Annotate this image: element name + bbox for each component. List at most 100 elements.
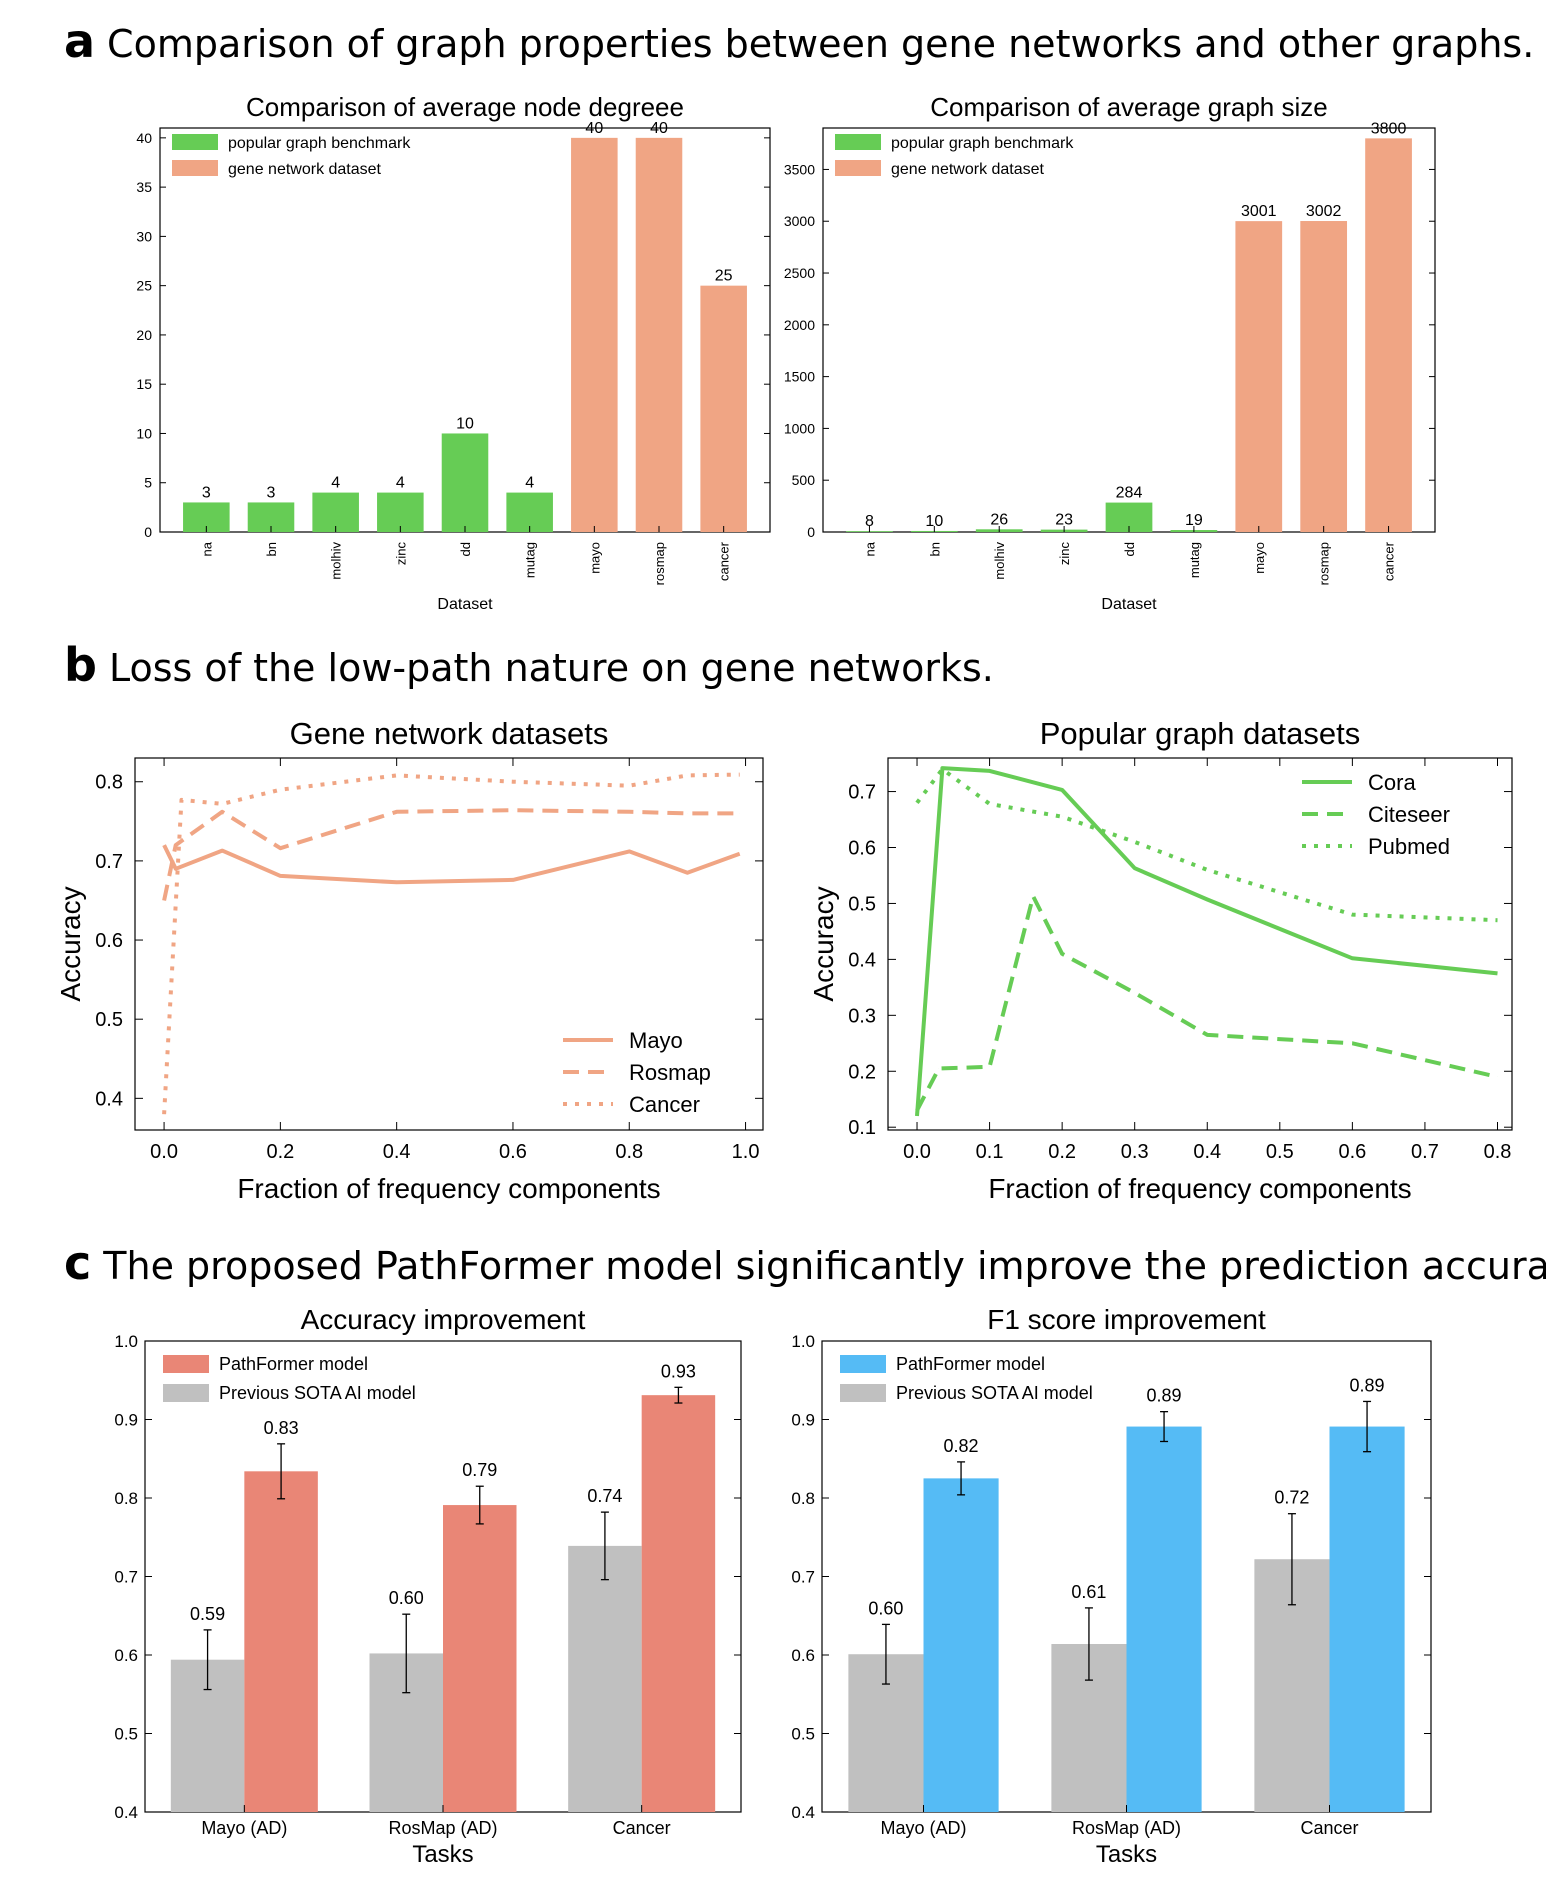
bar-cancer bbox=[1365, 138, 1412, 532]
y-tick-label: 0.8 bbox=[791, 1489, 815, 1508]
legend-label: popular graph benchmark bbox=[228, 135, 411, 152]
bar-value-label: 4 bbox=[525, 475, 534, 492]
y-tick-label: 3000 bbox=[784, 213, 815, 229]
bar-rosmap bbox=[1300, 221, 1348, 532]
y-tick-label: 0.5 bbox=[114, 1725, 138, 1744]
bar-value-label: 10 bbox=[456, 415, 474, 432]
x-tick-label: mutag bbox=[523, 542, 538, 578]
bar-blue-1 bbox=[1126, 1426, 1202, 1812]
bar-value-label: 3800 bbox=[1371, 120, 1407, 137]
bar-cancer bbox=[700, 285, 747, 532]
x-axis-label: Dataset bbox=[437, 596, 493, 613]
section-a-letter: a bbox=[64, 14, 96, 68]
y-tick-label: 0.4 bbox=[848, 949, 876, 971]
y-tick-label: 15 bbox=[136, 376, 152, 392]
y-tick-label: 3500 bbox=[784, 161, 815, 177]
bar-value-label: 4 bbox=[396, 475, 405, 492]
x-tick-label: dd bbox=[458, 542, 473, 556]
legend-swatch bbox=[163, 1355, 209, 1373]
y-tick-label: 0.9 bbox=[791, 1411, 815, 1430]
chart-title: F1 score improvement bbox=[987, 1304, 1266, 1335]
y-tick-label: 35 bbox=[136, 179, 152, 195]
plot-frame bbox=[134, 757, 764, 1131]
bar-value-label: 26 bbox=[990, 511, 1008, 528]
legend-label: Previous SOTA AI model bbox=[219, 1383, 416, 1403]
x-tick-label: rosmap bbox=[1317, 542, 1332, 585]
bar-blue-0 bbox=[923, 1478, 999, 1812]
y-tick-label: 30 bbox=[136, 228, 152, 244]
x-tick-label: bn bbox=[927, 542, 942, 556]
y-tick-label: 0.4 bbox=[95, 1088, 123, 1110]
x-tick-label: rosmap bbox=[652, 542, 667, 585]
bar-value-label: 25 bbox=[715, 268, 733, 285]
x-axis-label: Fraction of frequency components bbox=[988, 1173, 1411, 1204]
x-tick-label: 0.2 bbox=[1048, 1141, 1076, 1163]
x-tick-label: 0.6 bbox=[1338, 1141, 1366, 1163]
y-tick-label: 0.7 bbox=[791, 1568, 815, 1587]
y-tick-label: 0.4 bbox=[114, 1803, 138, 1822]
x-tick-label: 0.8 bbox=[1484, 1141, 1512, 1163]
chart-title: Popular graph datasets bbox=[1040, 716, 1361, 751]
y-tick-label: 0.5 bbox=[791, 1725, 815, 1744]
section-b-heading: b Loss of the low-path nature on gene net… bbox=[64, 638, 994, 692]
bar-value-label: 4 bbox=[331, 475, 340, 492]
section-a-title: Comparison of graph properties between g… bbox=[107, 22, 1535, 66]
x-tick-label: dd bbox=[1122, 542, 1137, 556]
y-tick-label: 0.5 bbox=[848, 893, 876, 915]
x-tick-label: molhiv bbox=[329, 542, 344, 580]
x-tick-label: 1.0 bbox=[732, 1141, 760, 1163]
section-c-letter: c bbox=[64, 1236, 92, 1290]
x-tick-label: bn bbox=[264, 542, 279, 556]
section-b-letter: b bbox=[64, 638, 97, 692]
x-tick-label: 0.0 bbox=[903, 1141, 931, 1163]
bar-value-label: 0.89 bbox=[1147, 1386, 1182, 1406]
legend-label: Citeseer bbox=[1368, 802, 1450, 827]
x-tick-label: Cancer bbox=[1300, 1818, 1358, 1838]
y-tick-label: 0.3 bbox=[848, 1005, 876, 1027]
legend-label: Previous SOTA AI model bbox=[896, 1383, 1093, 1403]
legend-swatch bbox=[172, 160, 218, 176]
y-tick-label: 0.2 bbox=[848, 1061, 876, 1083]
y-tick-label: 1000 bbox=[784, 420, 815, 436]
bar-value-label: 0.89 bbox=[1350, 1375, 1385, 1395]
x-axis-label: Fraction of frequency components bbox=[237, 1173, 660, 1204]
chart-title: Gene network datasets bbox=[290, 716, 609, 751]
x-tick-label: RosMap (AD) bbox=[388, 1818, 497, 1838]
bar-value-label: 0.74 bbox=[587, 1486, 622, 1506]
legend-label: Rosmap bbox=[629, 1060, 711, 1085]
x-tick-label: 0.8 bbox=[615, 1141, 643, 1163]
bar-red-2 bbox=[641, 1395, 716, 1812]
y-tick-label: 1.0 bbox=[114, 1332, 138, 1351]
chart-average-graph-size: Comparison of average graph size 0 500 1000… bbox=[784, 92, 1436, 613]
bar-red-0 bbox=[244, 1471, 318, 1812]
bar-value-label: 8 bbox=[865, 513, 874, 530]
y-tick-label: 1500 bbox=[784, 369, 815, 385]
y-tick-label: 0.8 bbox=[95, 772, 123, 794]
bar-dd bbox=[441, 433, 489, 532]
chart-title: Comparison of average node degreee bbox=[246, 92, 684, 122]
y-tick-label: 0.5 bbox=[95, 1009, 123, 1031]
bar-value-label: 23 bbox=[1055, 512, 1073, 529]
chart-title: Accuracy improvement bbox=[301, 1304, 586, 1335]
series-line-pubmed bbox=[915, 767, 1498, 923]
bar-value-label: 0.93 bbox=[661, 1361, 696, 1381]
legend-swatch bbox=[835, 160, 881, 176]
legend-label: Pubmed bbox=[1368, 834, 1450, 859]
x-tick-label: 0.4 bbox=[1193, 1141, 1221, 1163]
bar-red-1 bbox=[443, 1505, 517, 1812]
chart-gene-network-datasets: Gene network datasets 0.4 0.5 0.6 0.7 0.8 0.0 0… bbox=[55, 716, 764, 1204]
series-line-cancer bbox=[162, 772, 740, 1115]
y-tick-label: 10 bbox=[136, 425, 152, 441]
bar-gray-2 bbox=[568, 1545, 642, 1812]
y-tick-label: 0.6 bbox=[791, 1646, 815, 1665]
x-tick-label: 0.0 bbox=[150, 1141, 178, 1163]
x-tick-label: Cancer bbox=[613, 1818, 671, 1838]
legend-label: popular graph benchmark bbox=[891, 135, 1074, 152]
bar-value-label: 0.82 bbox=[944, 1436, 979, 1456]
x-tick-label: na bbox=[862, 541, 877, 556]
bar-blue-2 bbox=[1329, 1426, 1405, 1812]
bar-value-label: 0.72 bbox=[1274, 1488, 1309, 1508]
x-tick-label: RosMap (AD) bbox=[1072, 1818, 1181, 1838]
x-tick-label: mayo bbox=[1252, 542, 1267, 574]
bar-zinc bbox=[377, 492, 424, 532]
